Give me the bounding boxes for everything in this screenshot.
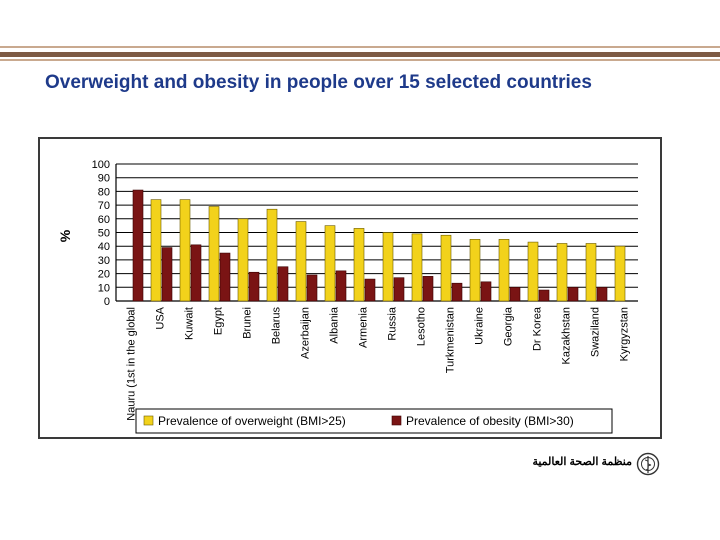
obesity-bar [538,289,550,302]
overweight-bar [556,243,568,302]
y-tick-label: 30 [98,255,110,267]
x-tick-label: Kyrgyzstan [619,307,631,361]
y-tick-label: 90 [98,173,110,185]
overweight-bar [324,225,336,302]
header-rule-middle [0,52,720,57]
chart-frame: 0 10 20 30 40 50 60 70 80 90 100% Nauru (1st in the… [38,137,662,439]
y-tick-label: 40 [98,241,110,253]
who-emblem-icon [636,452,660,476]
obesity-bar [364,278,376,302]
x-tick-label: Turkmenistan [445,307,457,373]
obesity-bar [277,266,289,302]
obesity-bar [422,276,434,302]
header-rule-bottom [0,59,720,61]
obesity-bar [306,274,318,302]
x-tick-label: Azerbaijan [300,307,312,359]
overweight-bar [469,239,481,302]
obesity-bar [190,244,202,302]
obesity-bar [335,270,347,302]
obesity-bar [393,277,405,302]
obesity-bar [219,252,231,302]
legend-swatch-overweight [143,415,154,426]
obesity-bar [567,287,579,302]
x-tick-label: Lesotho [416,307,428,346]
obesity-bar [132,189,144,302]
legend-swatch-obesity [391,415,402,426]
obesity-bar [248,271,260,302]
y-tick-label: 80 [98,186,110,198]
overweight-bar [179,199,191,302]
obesity-bar [509,287,521,302]
overweight-bar [440,234,452,302]
y-tick-label: 60 [98,214,110,226]
x-tick-label: Kuwait [184,307,196,340]
overweight-bar [382,232,394,302]
overweight-bar [614,245,626,302]
overweight-bar [237,218,249,302]
y-tick-label: 70 [98,200,110,212]
x-tick-label: Brunei [242,307,254,339]
obesity-bar [596,287,608,302]
y-tick-label: 10 [98,282,110,294]
x-tick-label: Georgia [503,306,515,346]
x-tick-label: Albania [329,306,341,344]
y-tick-label: 20 [98,269,110,281]
overweight-bar [498,239,510,302]
x-tick-label: Egypt [213,307,225,335]
x-tick-label: Ukraine [474,307,486,345]
obesity-bar [451,282,463,302]
legend-label-obesity: Prevalence of obesity (BMI>30) [406,414,574,428]
y-tick-label: 50 [98,228,110,240]
y-axis-label: % [57,229,73,242]
obesity-bar [480,281,492,302]
overweight-bar [208,206,220,302]
x-tick-label: Swaziland [590,307,602,357]
legend-label-overweight: Prevalence of overweight (BMI>25) [158,414,346,428]
overweight-bar [295,221,307,302]
obesity-bar [161,247,173,302]
y-tick-label: 0 [104,296,110,308]
overweight-bar [353,228,365,302]
header-rule-top [0,46,720,48]
overweight-bar [411,233,423,302]
x-tick-label: Nauru (1st in the global [126,307,138,421]
overweight-bar [266,208,278,302]
who-arabic-name: منظمة الصحة العالمية [532,456,632,468]
overweight-bar [150,199,162,302]
overweight-bar [585,243,597,302]
x-tick-label: Armenia [358,306,370,348]
overweight-bar [527,241,539,302]
x-tick-label: Dr Korea [532,306,544,351]
x-tick-label: USA [155,306,167,329]
legend-box [135,408,613,434]
x-tick-label: Kazakhstan [561,307,573,364]
x-tick-label: Russia [387,306,399,341]
y-tick-label: 100 [92,159,110,171]
slide-title: Overweight and obesity in people over 15… [45,72,592,93]
x-tick-label: Belarus [271,307,283,345]
